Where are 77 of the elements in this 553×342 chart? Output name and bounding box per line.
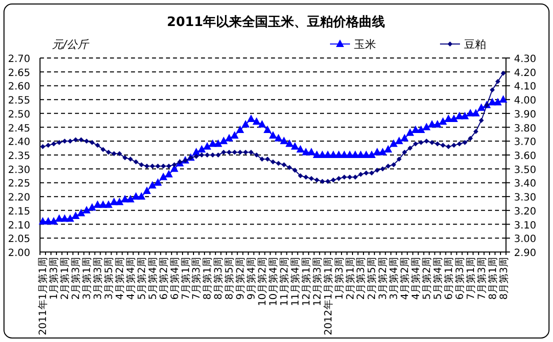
xtick: 1月第3周 [49, 257, 60, 300]
ytick: 2.70 [8, 54, 30, 65]
xtick: 7月第1周 [466, 257, 477, 300]
ytick: 2.40 [8, 137, 30, 148]
y2tick: 3.40 [514, 178, 536, 190]
xtick: 3月第5周 [104, 257, 116, 300]
ytick: 2.30 [8, 164, 30, 176]
xtick: 7月第3周 [476, 257, 488, 300]
xtick: 5月第4周 [432, 257, 444, 300]
xtick: 2月第3周 [71, 257, 82, 300]
xtick: 6月第1周 [444, 257, 455, 300]
ytick: 2.20 [8, 192, 30, 204]
xtick: 2月第3周 [356, 257, 368, 300]
title: 2011年以来全国玉米、豆粕价格曲线 [166, 15, 386, 30]
y2tick: 4.20 [514, 68, 536, 79]
xtick: 3月第3周 [93, 257, 104, 300]
xtick: 4月第4周 [126, 257, 137, 300]
xtick: 11月第4周 [290, 257, 302, 306]
xtick: 12月第1周 [301, 257, 312, 306]
ytick: 2.35 [8, 151, 30, 162]
y2tick: 4.10 [514, 82, 536, 93]
ytick: 2.00 [8, 248, 30, 259]
y2tick: 4.00 [514, 96, 536, 107]
ytick: 2.05 [8, 234, 30, 246]
ylabel: 元/公斤 [52, 38, 89, 51]
xtick: 8月第3周 [498, 257, 510, 300]
xtick: 1月第3周 [334, 257, 346, 300]
legend-label: 玉米 [354, 38, 376, 51]
xtick: 10月第4周 [268, 257, 280, 306]
y2tick: 3.50 [514, 164, 536, 176]
xtick: 9月第4周 [246, 257, 258, 300]
y2tick: 3.70 [514, 137, 536, 148]
xtick: 5月第2周 [422, 257, 433, 300]
xtick: 3月第2周 [378, 257, 390, 300]
legend-label: 豆粕 [464, 38, 486, 51]
xtick: 8月第5周 [224, 257, 236, 300]
xtick: 10月第2周 [258, 257, 269, 306]
y2tick: 3.60 [514, 151, 536, 162]
xtick: 8月第3周 [214, 257, 225, 300]
ytick: 2.45 [8, 123, 30, 134]
xtick: 7月第3周 [192, 257, 203, 300]
y2tick: 3.00 [514, 234, 536, 246]
xtick: 2月第5周 [367, 257, 378, 300]
xtick: 5月第4周 [148, 257, 159, 300]
y2tick: 2.90 [514, 248, 536, 259]
xtick: 9月第2周 [236, 257, 247, 300]
y2tick: 3.80 [514, 123, 536, 134]
xtick: 2月第1周 [345, 257, 356, 300]
y2tick: 3.90 [514, 109, 536, 120]
xtick: 2011年1月第1周 [38, 257, 50, 336]
xtick: 2012年1月第1周 [323, 257, 334, 336]
y2tick: 3.20 [514, 206, 536, 218]
ytick: 2.25 [8, 178, 30, 190]
xtick: 3月第1周 [82, 257, 94, 300]
xtick: 6月第4周 [170, 257, 181, 300]
xtick: 7月第1周 [180, 257, 192, 300]
xtick: 2月第1周 [60, 257, 72, 300]
xtick: 11月第2周 [279, 257, 290, 306]
xtick: 8月第1周 [488, 257, 499, 300]
ytick: 2.65 [8, 68, 30, 79]
xtick: 4月第2周 [400, 257, 412, 300]
ytick: 2.60 [8, 82, 30, 93]
ytick: 2.50 [8, 109, 30, 120]
xtick: 12月第3周 [312, 257, 324, 306]
xtick: 4月第2周 [115, 257, 126, 300]
y2tick: 3.10 [514, 220, 536, 232]
ytick: 2.10 [8, 220, 30, 232]
ytick: 2.55 [8, 96, 30, 107]
xtick: 8月第1周 [202, 257, 214, 300]
y2tick: 4.30 [514, 54, 536, 65]
xtick: 4月第4周 [411, 257, 422, 300]
y2tick: 3.30 [514, 192, 536, 204]
xtick: 5月第2周 [136, 257, 148, 300]
xtick: 3月第4周 [389, 257, 400, 300]
xtick: 6月第2周 [158, 257, 170, 300]
xtick: 6月第3周 [454, 257, 466, 300]
ytick: 2.15 [8, 206, 30, 218]
